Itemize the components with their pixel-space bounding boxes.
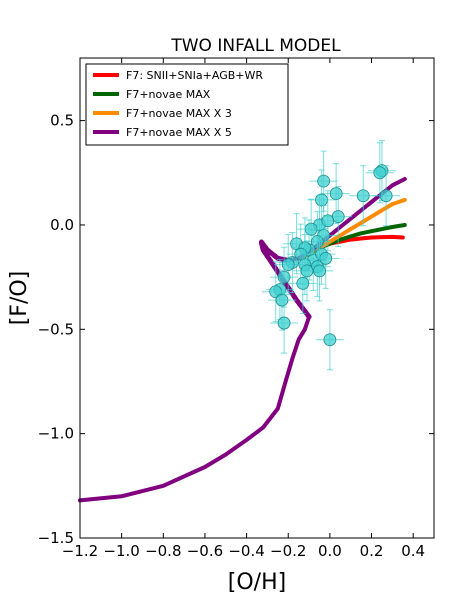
x-tick-label: −1.2 <box>62 542 98 560</box>
observation-marker <box>281 258 295 272</box>
plot-frame <box>79 57 435 539</box>
x-tick-label: 0.2 <box>360 542 384 560</box>
observation-marker <box>317 174 331 188</box>
y-axis-title: [F/O] <box>7 271 32 326</box>
observation-point <box>261 261 290 323</box>
legend-label-4: F7+novae MAX X 5 <box>126 126 232 139</box>
observation-marker <box>313 264 326 278</box>
x-tick-label: −0.2 <box>270 542 306 560</box>
observation-marker <box>356 189 370 203</box>
observation-marker <box>315 193 328 207</box>
observation-marker <box>304 222 318 236</box>
common-track-line <box>78 314 312 503</box>
y-tick-label: −1.5 <box>38 529 74 547</box>
observation-marker <box>323 333 337 347</box>
x-axis-title: [O/H] <box>228 570 286 595</box>
legend-label-3: F7+novae MAX X 3 <box>126 107 232 120</box>
x-tick-label: −0.4 <box>228 542 264 560</box>
y-axis: −1.5 −1.0 −0.5 0.0 0.5 <box>38 112 434 547</box>
x-axis: −1.2 −1.0 −0.8 −0.6 −0.4 −0.2 0.0 0.2 0.4 <box>62 58 425 560</box>
x-tick-label: 0.0 <box>318 542 342 560</box>
legend-box <box>85 63 289 146</box>
observation-marker <box>277 270 291 284</box>
observation-point <box>270 292 299 354</box>
x-tick-label: −0.8 <box>145 542 181 560</box>
observation-marker <box>296 276 310 290</box>
observation-point <box>313 190 342 252</box>
observation-marker <box>277 316 291 330</box>
observation-point <box>270 246 299 308</box>
observation-marker <box>379 189 393 203</box>
observation-marker <box>329 187 343 201</box>
observation-point <box>288 252 317 314</box>
observation-point <box>274 234 303 296</box>
observation-point <box>372 165 401 227</box>
observation-point <box>349 165 378 227</box>
observation-point <box>305 240 334 302</box>
observation-point <box>282 213 311 275</box>
observation-point <box>315 309 344 371</box>
observation-marker <box>373 166 387 180</box>
x-tick-label: −0.6 <box>187 542 223 560</box>
x-tick-label: 0.4 <box>401 542 425 560</box>
x-tick-label: −1.0 <box>103 542 139 560</box>
loop-track-line <box>258 239 312 320</box>
y-tick-label: −0.5 <box>38 320 74 338</box>
observation-point <box>286 223 315 285</box>
y-tick-label: 0.0 <box>50 216 74 234</box>
y-tick-label: 0.5 <box>50 112 74 130</box>
observation-marker <box>321 214 335 228</box>
observation-point <box>365 142 394 204</box>
legend-label-1: F7: SNII+SNIa+AGB+WR <box>126 69 263 82</box>
legend: F7: SNII+SNIa+AGB+WR F7+novae MAX F7+novae… <box>85 63 289 146</box>
observation-points <box>261 140 401 371</box>
y-tick-label: −1.0 <box>38 425 74 443</box>
chart-title: TWO INFALL MODEL <box>170 36 341 56</box>
legend-label-2: F7+novae MAX <box>126 88 211 101</box>
observation-marker <box>275 293 289 307</box>
